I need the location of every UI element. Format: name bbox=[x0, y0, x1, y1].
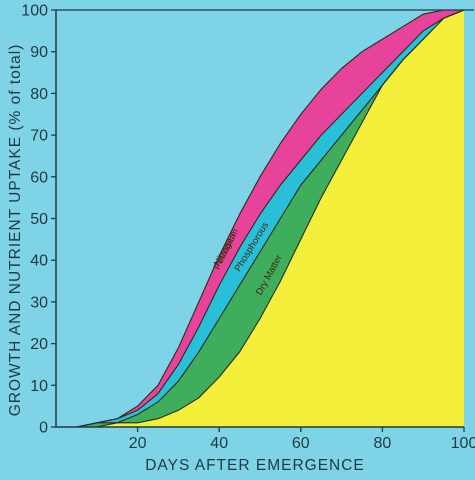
line-dry-matter bbox=[76, 9, 465, 428]
x-tick-label-100: 100 bbox=[451, 435, 475, 452]
lines-layer bbox=[76, 9, 465, 428]
areas-layer bbox=[76, 10, 465, 427]
y-tick-label-90: 90 bbox=[30, 44, 48, 61]
y-tick-label-80: 80 bbox=[30, 86, 48, 103]
x-tick-label-60: 60 bbox=[292, 435, 310, 452]
y-tick-label-0: 0 bbox=[39, 420, 48, 437]
y-axis-title: GROWTH AND NUTRIENT UPTAKE (% of total) bbox=[7, 44, 24, 417]
y-tick-label-40: 40 bbox=[30, 253, 48, 270]
axes-layer: 0 10 20 30 40 50 60 70 80 90 100 20 40 60 80 100 bbox=[21, 3, 475, 453]
y-tick-label-50: 50 bbox=[30, 211, 48, 228]
x-axis-title: DAYS AFTER EMERGENCE bbox=[145, 457, 365, 474]
x-tick-label-80: 80 bbox=[374, 435, 392, 452]
x-tick-label-40: 40 bbox=[210, 435, 228, 452]
line-potassium bbox=[76, 9, 464, 428]
line-nitrogen bbox=[76, 9, 465, 428]
y-tick-label-20: 20 bbox=[30, 336, 48, 353]
y-tick-label-60: 60 bbox=[30, 169, 48, 186]
x-tick-label-20: 20 bbox=[129, 435, 147, 452]
y-tick-label-30: 30 bbox=[30, 294, 48, 311]
y-tick-label-100: 100 bbox=[21, 3, 48, 20]
y-tick-label-70: 70 bbox=[30, 128, 48, 145]
y-tick-label-10: 10 bbox=[30, 378, 48, 395]
